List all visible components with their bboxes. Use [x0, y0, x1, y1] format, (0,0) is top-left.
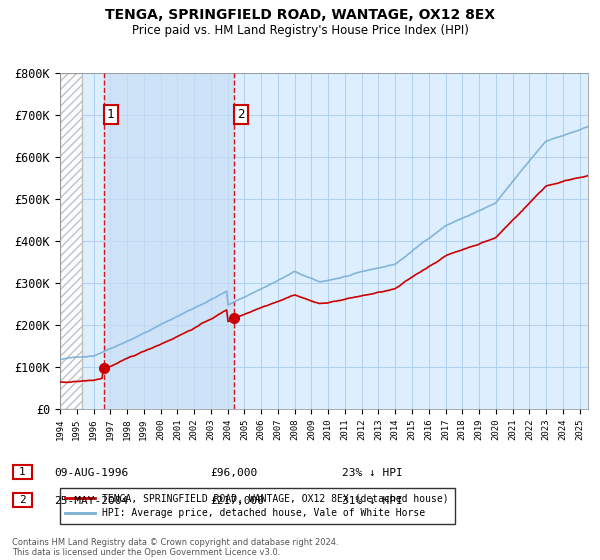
Bar [60, 73, 82, 409]
Text: 2: 2 [19, 495, 26, 505]
Text: 1: 1 [107, 108, 115, 122]
FancyBboxPatch shape [13, 493, 32, 507]
Text: 09-AUG-1996: 09-AUG-1996 [54, 468, 128, 478]
Text: TENGA, SPRINGFIELD ROAD, WANTAGE, OX12 8EX: TENGA, SPRINGFIELD ROAD, WANTAGE, OX12 8… [105, 8, 495, 22]
Text: £217,000: £217,000 [210, 496, 264, 506]
Bar [104, 73, 234, 409]
Text: 2: 2 [238, 108, 245, 122]
Text: 23% ↓ HPI: 23% ↓ HPI [342, 468, 403, 478]
Text: Contains HM Land Registry data © Crown copyright and database right 2024.
This d: Contains HM Land Registry data © Crown c… [12, 538, 338, 557]
Text: 1: 1 [19, 467, 26, 477]
Text: Price paid vs. HM Land Registry's House Price Index (HPI): Price paid vs. HM Land Registry's House … [131, 24, 469, 36]
Text: £96,000: £96,000 [210, 468, 257, 478]
FancyBboxPatch shape [13, 465, 32, 479]
Text: 25-MAY-2004: 25-MAY-2004 [54, 496, 128, 506]
Legend: TENGA, SPRINGFIELD ROAD, WANTAGE, OX12 8EX (detached house), HPI: Average price,: TENGA, SPRINGFIELD ROAD, WANTAGE, OX12 8… [59, 488, 455, 524]
Text: 31% ↓ HPI: 31% ↓ HPI [342, 496, 403, 506]
